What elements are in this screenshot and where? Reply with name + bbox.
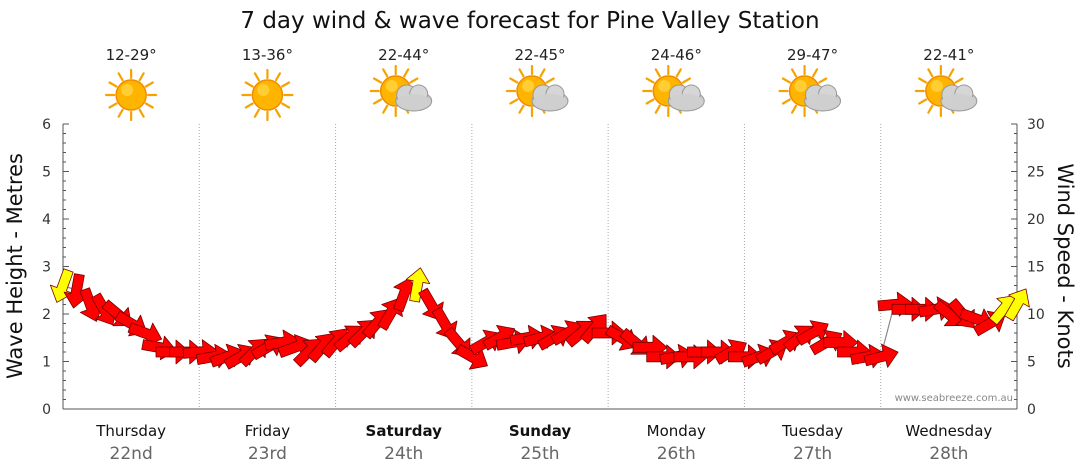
day-name-label: Thursday <box>95 422 166 440</box>
wind-series <box>49 267 1030 370</box>
temp-range-label: 22-44° <box>378 46 429 64</box>
day-name-label: Sunday <box>509 422 572 440</box>
partly-cloudy-icon <box>914 64 978 118</box>
day-date-label: 23rd <box>248 444 287 464</box>
y2-tick-label: 0 <box>1027 402 1036 418</box>
day-date-label: 22nd <box>110 444 153 464</box>
chart-title: 7 day wind & wave forecast for Pine Vall… <box>240 8 819 34</box>
temp-range-label: 22-41° <box>923 46 974 64</box>
y2-tick-label: 25 <box>1027 165 1045 181</box>
day-name-label: Wednesday <box>905 422 992 440</box>
partly-cloudy-icon <box>778 64 842 118</box>
y2-tick-label: 20 <box>1027 212 1045 228</box>
wind-arrow <box>405 267 431 303</box>
y-tick-label: 4 <box>42 212 51 228</box>
axes: 0 1 2 3 4 5 6 0 5 10 15 20 25 30 <box>42 117 1045 418</box>
y-tick-label: 6 <box>42 117 51 133</box>
partly-cloudy-icon <box>642 64 705 118</box>
temp-range-label: 13-36° <box>242 46 293 64</box>
temp-range-label: 24-46° <box>651 46 702 64</box>
y2-tick-label: 10 <box>1027 307 1045 323</box>
day-date-label: 27th <box>793 444 832 464</box>
day-labels: Thursday 22nd Friday 23rd Saturday 24th Sunday… <box>95 422 992 464</box>
day-name-label: Monday <box>647 422 706 440</box>
partly-cloudy-icon <box>369 64 433 118</box>
temp-range-label: 29-47° <box>787 46 838 64</box>
partly-cloudy-icon <box>505 64 569 118</box>
sun-icon <box>105 68 158 122</box>
y2-tick-label: 5 <box>1027 355 1036 371</box>
day-name-label: Friday <box>245 422 291 440</box>
y-tick-label: 3 <box>42 260 51 276</box>
day-date-label: 24th <box>384 444 423 464</box>
y-tick-label: 5 <box>42 165 51 181</box>
y2-tick-label: 15 <box>1027 260 1045 276</box>
temp-range-label: 22-45° <box>514 46 565 64</box>
y2-axis-title: Wind Speed - Knots <box>1053 163 1077 368</box>
sun-icon <box>241 68 294 122</box>
temp-range-label: 12-29° <box>106 46 157 64</box>
wind-arrow <box>863 343 899 368</box>
credit-text: www.seabreeze.com.au <box>895 393 1013 404</box>
y-axis-title: Wave Height - Metres <box>3 153 27 379</box>
day-date-label: 28th <box>929 444 968 464</box>
y-tick-label: 2 <box>42 307 51 323</box>
day-date-label: 26th <box>657 444 696 464</box>
day-name-label: Saturday <box>366 422 443 440</box>
wind-arrow <box>1004 288 1030 322</box>
y-tick-label: 1 <box>42 355 51 371</box>
y2-tick-label: 30 <box>1027 117 1045 133</box>
day-name-label: Tuesday <box>781 422 843 440</box>
day-date-label: 25th <box>520 444 559 464</box>
y-tick-label: 0 <box>42 402 51 418</box>
weather-header: 12-29° 13-36° 22-44° 22-45° 24-46° 29-47° 22-4… <box>105 46 978 122</box>
